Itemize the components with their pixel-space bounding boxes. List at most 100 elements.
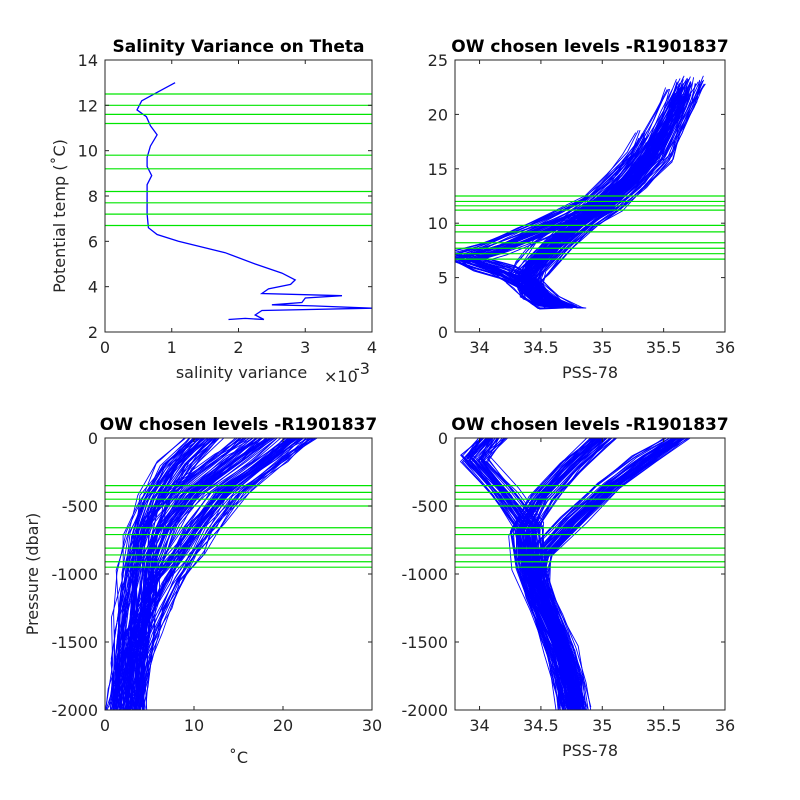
profile-line bbox=[137, 438, 220, 710]
x-tick-label: 34 bbox=[469, 338, 489, 357]
y-tick-label: 4 bbox=[88, 278, 98, 297]
x-tick-label: 30 bbox=[362, 716, 382, 735]
x-tick-label: 36 bbox=[715, 716, 735, 735]
profile-line bbox=[142, 438, 316, 708]
x-axis-label: PSS-78 bbox=[562, 363, 618, 382]
profile-line bbox=[464, 438, 564, 710]
profile-line bbox=[139, 438, 217, 710]
x-tick-label: 35 bbox=[592, 338, 612, 357]
profile-line bbox=[455, 136, 642, 305]
series-line-1 bbox=[136, 82, 372, 321]
x-exponent: -3 bbox=[354, 359, 370, 378]
profile-line bbox=[120, 438, 195, 710]
profile-line bbox=[542, 438, 684, 710]
profile-line bbox=[129, 438, 208, 710]
x-tick-label: 1 bbox=[167, 338, 177, 357]
profile-line bbox=[531, 95, 687, 307]
profile-line bbox=[519, 438, 596, 710]
y-tick-label: 2 bbox=[88, 323, 98, 342]
y-tick-label: -1000 bbox=[402, 565, 449, 584]
profile-envelope bbox=[455, 75, 706, 310]
profile-line bbox=[143, 438, 225, 710]
x-tick-label: 3 bbox=[300, 338, 310, 357]
y-tick-label: 20 bbox=[428, 105, 448, 124]
profile-line bbox=[485, 438, 584, 710]
x-tick-label: 35.5 bbox=[646, 716, 682, 735]
profile-line bbox=[110, 438, 185, 709]
series-line-3 bbox=[521, 92, 680, 307]
series-line-2 bbox=[126, 438, 257, 710]
x-tick-label: 36 bbox=[715, 338, 735, 357]
profile-line bbox=[531, 90, 692, 307]
profile-line bbox=[455, 136, 645, 305]
profile-line bbox=[115, 438, 195, 710]
x-tick-label: 34 bbox=[469, 716, 489, 735]
y-tick-label: -2000 bbox=[52, 701, 99, 720]
profile-line bbox=[113, 438, 242, 710]
y-tick-label: 15 bbox=[428, 160, 448, 179]
y-tick-label: -1000 bbox=[52, 565, 99, 584]
series-line-2 bbox=[472, 438, 574, 710]
y-tick-label: -500 bbox=[412, 497, 448, 516]
y-axis-label: Pressure (dbar) bbox=[23, 513, 42, 636]
x-tick-label: 34.5 bbox=[523, 338, 559, 357]
x-tick-label: 0 bbox=[100, 338, 110, 357]
y-tick-label: 10 bbox=[428, 214, 448, 233]
y-tick-label: 0 bbox=[88, 429, 98, 448]
y-tick-label: 14 bbox=[78, 51, 98, 70]
plot-area bbox=[455, 438, 725, 710]
x-tick-label: 35 bbox=[592, 716, 612, 735]
chart-title: OW chosen levels -R1901837 bbox=[451, 37, 728, 57]
profile-line bbox=[114, 438, 191, 710]
profile-line bbox=[128, 438, 211, 710]
profile-line bbox=[110, 438, 191, 710]
profile-line bbox=[510, 438, 593, 710]
y-tick-label: 0 bbox=[438, 323, 448, 342]
y-tick-label: 0 bbox=[438, 429, 448, 448]
x-exponent-label: ×10 bbox=[324, 367, 358, 386]
panel-4: 34 34.5 35 35.5 36 -2000 -1500 -1000 -500 0OW cho… bbox=[402, 415, 736, 760]
y-tick-label: 12 bbox=[78, 96, 98, 115]
profile-line bbox=[134, 438, 211, 709]
profile-line bbox=[512, 438, 592, 710]
y-tick-label: 25 bbox=[428, 51, 448, 70]
profile-line bbox=[528, 88, 684, 307]
profile-line bbox=[532, 97, 687, 307]
y-tick-label: -2000 bbox=[402, 701, 449, 720]
x-axis-label: PSS-78 bbox=[562, 741, 618, 760]
x-tick-label: 10 bbox=[184, 716, 204, 735]
y-tick-label: 6 bbox=[88, 232, 98, 251]
chart-title: OW chosen levels -R1901837 bbox=[451, 415, 728, 435]
x-tick-label: 34.5 bbox=[523, 716, 559, 735]
y-tick-label: 8 bbox=[88, 187, 98, 206]
axes-frame bbox=[454, 59, 726, 333]
chart-title: Salinity Variance on Theta bbox=[113, 37, 365, 57]
profile-envelope bbox=[459, 438, 691, 710]
profile-line bbox=[112, 438, 194, 710]
x-tick-label: 20 bbox=[273, 716, 293, 735]
profile-line bbox=[517, 92, 676, 307]
profile-line bbox=[535, 438, 616, 710]
plot-area bbox=[105, 82, 372, 321]
series-line-1 bbox=[125, 438, 302, 710]
profile-line bbox=[113, 438, 197, 710]
profile-line bbox=[517, 96, 676, 307]
profile-line bbox=[117, 438, 195, 710]
profile-envelope bbox=[105, 438, 318, 710]
axes-frame bbox=[104, 59, 373, 333]
series-line-3 bbox=[124, 438, 204, 710]
x-tick-label: 0 bbox=[100, 716, 110, 735]
y-tick-label: -1500 bbox=[402, 633, 449, 652]
y-axis-label: Potential temp (˚C) bbox=[50, 139, 69, 293]
chart-title: OW chosen levels -R1901837 bbox=[100, 415, 377, 435]
x-axis-label: ˚C bbox=[229, 748, 248, 767]
profile-line bbox=[121, 438, 202, 709]
plot-area bbox=[455, 75, 725, 310]
plot-area bbox=[105, 438, 372, 710]
profile-line bbox=[483, 438, 583, 710]
series-line-3 bbox=[521, 438, 603, 710]
y-tick-label: 5 bbox=[438, 269, 448, 288]
